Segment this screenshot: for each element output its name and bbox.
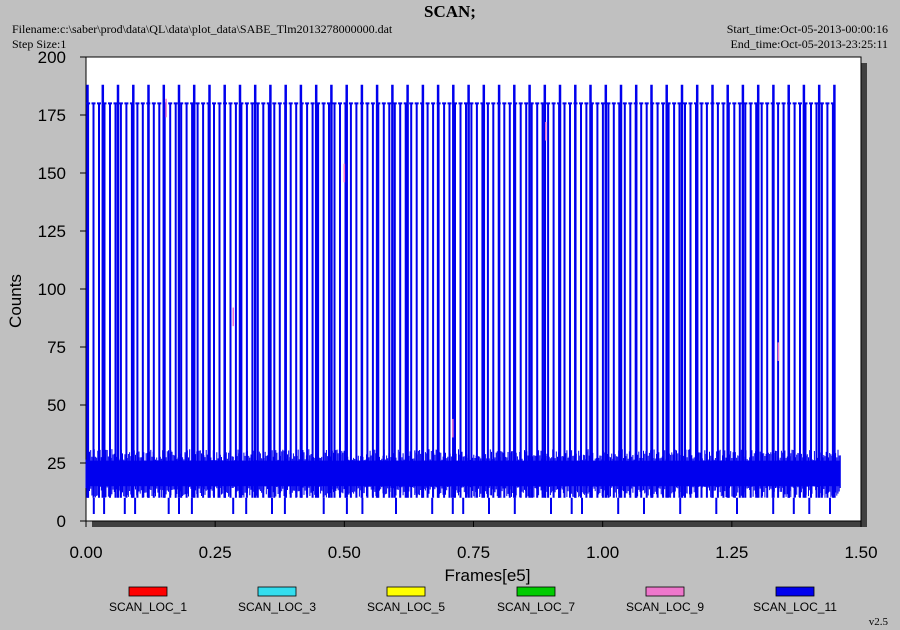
legend-label-scan-loc-1: SCAN_LOC_1	[109, 600, 187, 614]
legend-swatch-scan-loc-5	[386, 586, 426, 597]
x-tick-label-3: 0.75	[457, 543, 490, 562]
y-tick-label-5: 125	[38, 222, 66, 241]
start-time-label: Start_time:Oct-05-2013-00:00:16	[726, 22, 888, 36]
x-tick-label-1: 0.25	[199, 543, 232, 562]
legend-swatch-scan-loc-11	[775, 586, 815, 597]
legend-label-scan-loc-11: SCAN_LOC_11	[753, 600, 837, 614]
legend-label-scan-loc-9: SCAN_LOC_9	[626, 600, 704, 614]
y-tick-label-4: 100	[38, 280, 66, 299]
x-axis-label: Frames[e5]	[445, 566, 531, 585]
x-tick-label-4: 1.00	[586, 543, 619, 562]
legend-label-scan-loc-3: SCAN_LOC_3	[238, 600, 316, 614]
y-tick-label-8: 200	[38, 48, 66, 67]
y-axis-label: Counts	[6, 274, 25, 328]
y-tick-label-6: 150	[38, 164, 66, 183]
y-tick-label-3: 75	[47, 338, 66, 357]
legend-label-scan-loc-5: SCAN_LOC_5	[367, 600, 445, 614]
y-tick-label-1: 25	[47, 454, 66, 473]
version-label: v2.5	[868, 616, 888, 628]
scan-loc-11-dips	[92, 497, 831, 514]
x-tick-label-2: 0.50	[328, 543, 361, 562]
x-tick-label-5: 1.25	[715, 543, 748, 562]
x-tick-label-0: 0.00	[69, 543, 102, 562]
legend-swatch-scan-loc-7	[516, 586, 556, 597]
end-time-label: End_time:Oct-05-2013-23:25:11	[730, 37, 888, 51]
y-tick-label-2: 50	[47, 396, 66, 415]
legend-swatch-scan-loc-1	[128, 586, 168, 597]
legend-swatch-scan-loc-3	[257, 586, 297, 597]
y-tick-label-7: 175	[38, 106, 66, 125]
legend-label-scan-loc-7: SCAN_LOC_7	[497, 600, 575, 614]
legend-swatch-scan-loc-9	[645, 586, 685, 597]
plot-area	[85, 56, 862, 522]
y-tick-label-0: 0	[57, 512, 66, 531]
scan-loc-11-peaks	[86, 102, 835, 498]
step-size-label: Step Size:1	[12, 37, 67, 51]
filename-label: Filename:c:\saber\prod\data\QL\data\plot…	[12, 22, 393, 36]
chart-title: SCAN;	[424, 2, 476, 21]
x-tick-label-6: 1.50	[844, 543, 877, 562]
scan-loc-11-spikes	[86, 84, 836, 498]
